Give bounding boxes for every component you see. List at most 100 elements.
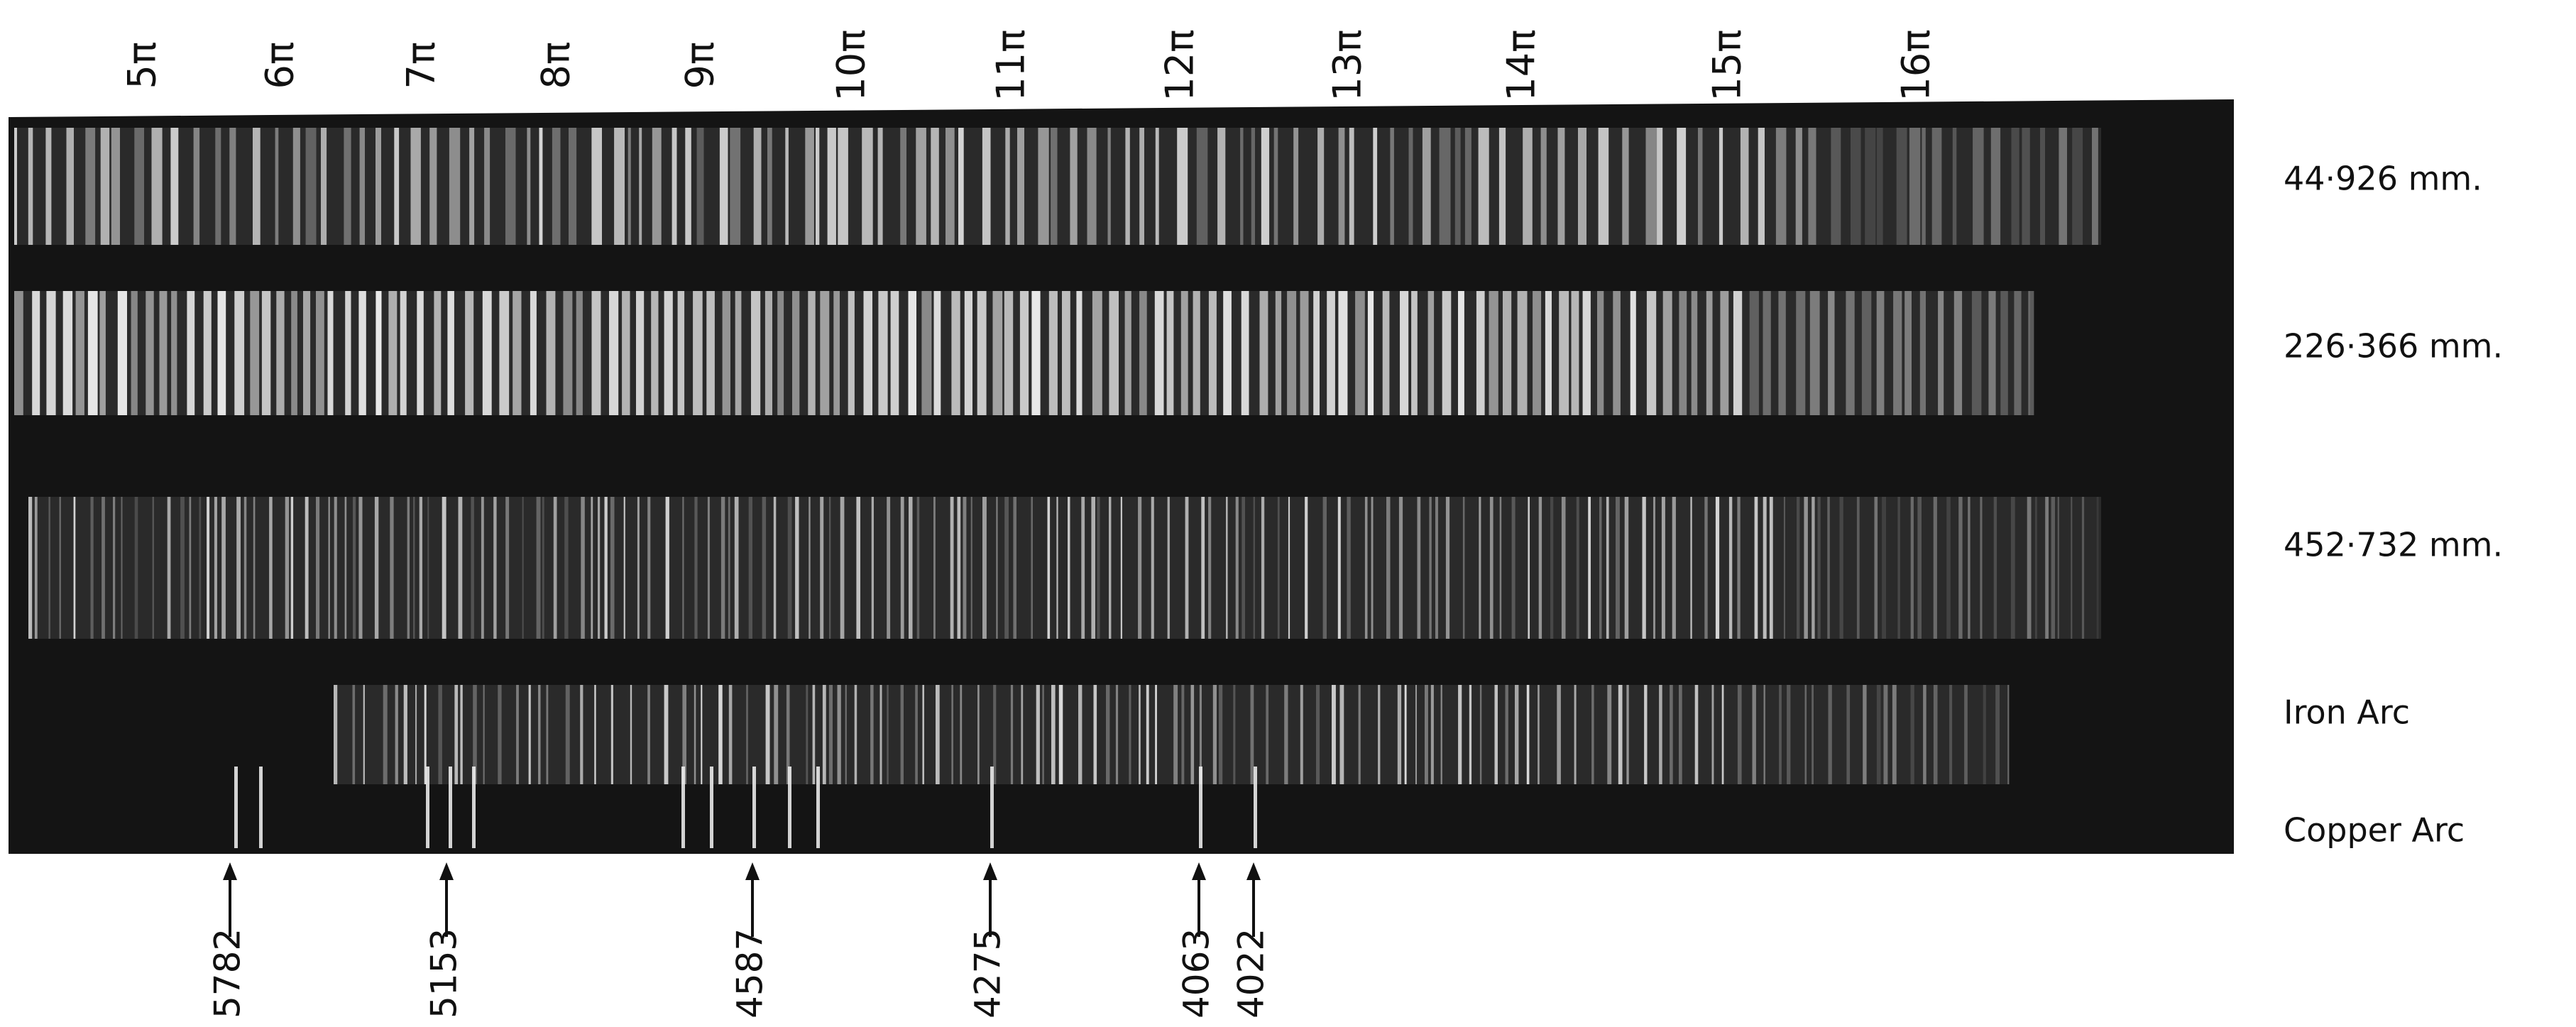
spectral-line <box>1857 497 1860 639</box>
spectral-line <box>765 291 772 415</box>
spectral-line <box>1106 685 1109 784</box>
spectral-line <box>32 291 40 415</box>
spectral-line <box>345 291 351 415</box>
spectral-line <box>505 497 509 639</box>
spectral-line <box>215 128 221 245</box>
spectral-line <box>131 291 138 415</box>
spectral-line <box>1938 291 1944 415</box>
spectral-line <box>1572 291 1579 415</box>
spectral-line <box>1972 291 1982 415</box>
spectral-line <box>516 685 519 784</box>
spectral-line <box>483 685 485 784</box>
spectral-line <box>1156 128 1159 245</box>
spectral-line <box>1476 291 1485 415</box>
spectral-line <box>552 128 561 245</box>
spectral-line <box>1704 497 1707 639</box>
spectral-line <box>820 291 829 415</box>
spectral-line <box>1490 497 1493 639</box>
spectral-line <box>1779 685 1782 784</box>
spectral-line <box>513 291 521 415</box>
spectral-line <box>1588 497 1591 639</box>
spectral-line <box>459 497 463 639</box>
spectral-line <box>887 685 889 784</box>
spectral-line <box>1559 291 1569 415</box>
spectral-line <box>610 497 615 639</box>
spectral-line <box>958 128 964 245</box>
spectral-line <box>754 128 762 245</box>
spectral-line <box>1499 128 1506 245</box>
spectral-line <box>429 128 437 245</box>
spectral-line <box>204 291 212 415</box>
spectral-line <box>1753 685 1756 784</box>
spectral-line <box>1527 685 1530 784</box>
spectral-line <box>358 497 362 639</box>
spectral-line <box>591 128 602 245</box>
spectral-line <box>529 685 531 784</box>
spectral-line <box>1541 128 1547 245</box>
spectral-line <box>1151 497 1154 639</box>
spectral-line <box>870 685 874 784</box>
spectral-line <box>1829 685 1832 784</box>
spectral-line <box>1049 291 1058 415</box>
spectral-line <box>767 128 772 245</box>
spectral-line <box>1983 685 1986 784</box>
spectral-line <box>1988 291 1995 415</box>
spectral-line <box>1332 685 1336 784</box>
spectral-line <box>1599 497 1602 639</box>
spectral-line <box>1398 685 1401 784</box>
spectral-line <box>1316 685 1320 784</box>
spectral-line <box>1616 497 1620 639</box>
spectral-line <box>291 291 297 415</box>
spectral-line <box>901 497 904 639</box>
spectral-line <box>915 685 918 784</box>
spectral-line <box>639 128 642 245</box>
spectral-line <box>1411 291 1418 415</box>
spectral-line <box>977 291 987 415</box>
spectral-line <box>199 497 201 639</box>
spectral-line <box>1712 685 1714 784</box>
spectral-line <box>862 128 873 245</box>
spectral-line <box>363 685 365 784</box>
spectral-line <box>411 128 421 245</box>
spectral-line <box>636 291 644 415</box>
spectral-line <box>856 497 860 639</box>
spectral-line <box>605 497 608 639</box>
spectral-line <box>214 497 217 639</box>
spectral-line <box>1846 685 1850 784</box>
spectral-line <box>471 497 474 639</box>
spectral-line <box>190 497 192 639</box>
spectral-line <box>1479 128 1489 245</box>
spectral-line <box>1233 685 1235 784</box>
spectral-line <box>614 128 625 245</box>
spectral-line <box>1429 497 1431 639</box>
spectral-line <box>285 497 289 639</box>
spectral-line <box>505 128 516 245</box>
spectral-line <box>1078 685 1082 784</box>
spectral-line <box>701 685 702 784</box>
spectral-line <box>1373 128 1377 245</box>
spectral-line <box>547 291 556 415</box>
spectral-line <box>1293 128 1298 245</box>
spectral-line <box>121 497 123 639</box>
spectral-line <box>1875 497 1878 639</box>
spectral-line <box>735 497 739 639</box>
spectral-line <box>1261 497 1264 639</box>
spectral-line <box>728 497 730 639</box>
spectral-line <box>1181 291 1188 415</box>
spectral-line <box>1409 128 1413 245</box>
spectral-line <box>1515 685 1518 784</box>
spectral-line <box>2058 497 2059 639</box>
spectral-line <box>581 497 585 639</box>
copper-line <box>990 767 994 848</box>
spectral-line <box>171 291 177 415</box>
spectral-line <box>1893 291 1902 415</box>
spectral-line <box>2014 291 2021 415</box>
spectral-line <box>706 291 715 415</box>
copper-line <box>752 767 756 848</box>
spectral-line <box>720 128 728 245</box>
spectral-line <box>168 497 171 639</box>
copper-line <box>816 767 820 848</box>
spectral-line <box>537 497 541 639</box>
spectral-line <box>1720 291 1728 415</box>
spectral-line <box>1958 497 1962 639</box>
